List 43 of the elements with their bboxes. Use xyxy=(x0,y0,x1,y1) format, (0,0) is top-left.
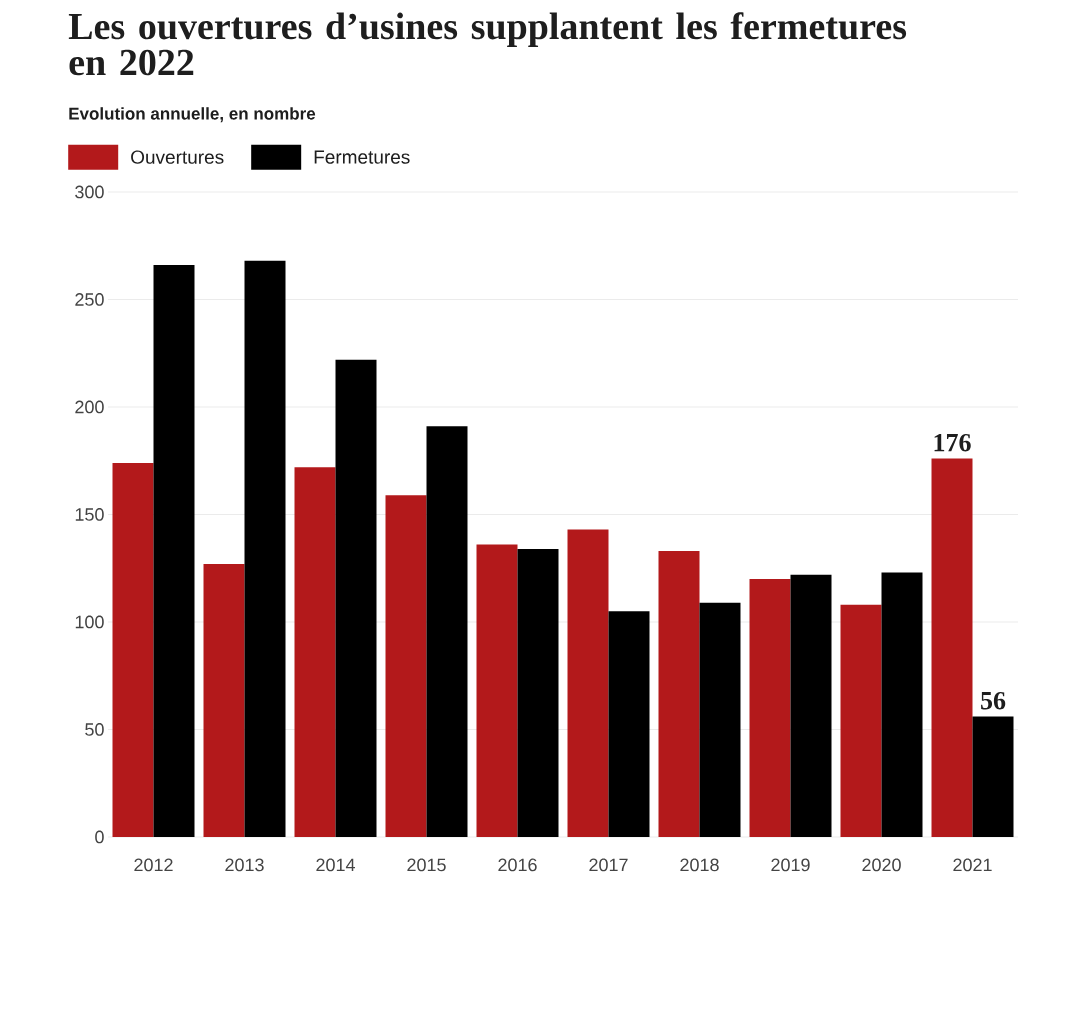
bar xyxy=(699,602,741,837)
x-tick-label: 2020 xyxy=(862,858,901,872)
bar xyxy=(567,529,609,837)
data-label: 56 xyxy=(981,691,1006,710)
chart-title: Les ouvertures d’usines supplantent les fermetures en 2022 xyxy=(68,12,907,76)
bar xyxy=(385,495,427,837)
bar xyxy=(294,467,336,837)
x-tick-label: 2021 xyxy=(953,858,992,872)
x-tick-label: 2016 xyxy=(498,858,537,872)
bar xyxy=(790,574,832,837)
bar xyxy=(972,716,1014,837)
bar xyxy=(658,551,700,837)
y-tick-label: 100 xyxy=(75,615,104,629)
bar xyxy=(426,426,468,837)
x-tick-label: 2014 xyxy=(316,858,355,872)
bar xyxy=(881,572,923,837)
legend-label: Fermetures xyxy=(314,150,410,164)
y-tick-label: 150 xyxy=(75,508,104,521)
bar xyxy=(840,604,882,837)
x-tick-label: 2019 xyxy=(771,858,810,872)
y-tick-label: 300 xyxy=(75,185,104,199)
bar xyxy=(931,458,973,837)
bar xyxy=(517,548,559,837)
x-tick-label: 2017 xyxy=(589,858,628,872)
chart-subtitle: Evolution annuelle, en nombre xyxy=(69,107,316,123)
bar xyxy=(476,544,518,837)
y-tick-label: 200 xyxy=(75,400,104,414)
y-tick-label: 0 xyxy=(95,830,104,844)
y-tick-label: 50 xyxy=(85,723,104,736)
x-tick-label: 2015 xyxy=(407,858,446,872)
x-tick-label: 2012 xyxy=(134,858,173,872)
y-tick-label: 250 xyxy=(75,293,104,306)
bar xyxy=(112,462,154,837)
x-tick-label: 2013 xyxy=(225,858,264,872)
bar xyxy=(749,578,791,837)
bar xyxy=(244,260,286,837)
bar xyxy=(335,359,377,837)
legend-label: Ouvertures xyxy=(131,150,224,164)
bar xyxy=(608,611,650,837)
x-tick-label: 2018 xyxy=(680,858,719,872)
bar xyxy=(203,563,245,837)
bar xyxy=(153,265,195,837)
data-label: 176 xyxy=(934,433,971,452)
